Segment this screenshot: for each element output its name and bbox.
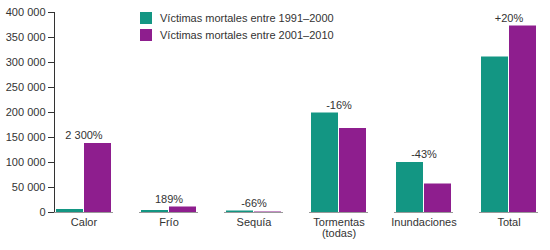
svg-text:Total: Total: [497, 216, 520, 228]
svg-text:150 000: 150 000: [6, 131, 46, 143]
svg-text:350 000: 350 000: [6, 31, 46, 43]
svg-text:0: 0: [39, 206, 45, 218]
svg-text:189%: 189%: [155, 193, 183, 205]
svg-text:50 000: 50 000: [12, 181, 46, 193]
svg-text:+20%: +20%: [495, 12, 524, 24]
svg-text:100 000: 100 000: [6, 156, 46, 168]
svg-text:2 300%: 2 300%: [65, 129, 103, 141]
svg-text:Inundaciones: Inundaciones: [391, 216, 457, 228]
svg-text:-43%: -43%: [411, 148, 437, 160]
svg-text:Calor: Calor: [71, 216, 98, 228]
svg-text:-16%: -16%: [326, 99, 352, 111]
svg-text:Tormentas(todas): Tormentas(todas): [313, 216, 365, 239]
svg-text:Frío: Frío: [159, 216, 179, 228]
html-text:Víctimas mortales entre 2001–2: Víctimas mortales entre 2001–2010: [160, 29, 334, 41]
svg-text:400 000: 400 000: [6, 6, 46, 18]
svg-text:200 000: 200 000: [6, 106, 46, 118]
svg-text:Sequía: Sequía: [237, 216, 273, 228]
svg-text:300 000: 300 000: [6, 56, 46, 68]
svg-text:250 000: 250 000: [6, 81, 46, 93]
svg-text:-66%: -66%: [241, 197, 267, 209]
html-text:Víctimas mortales entre 1991–2: Víctimas mortales entre 1991–2000: [160, 12, 334, 24]
